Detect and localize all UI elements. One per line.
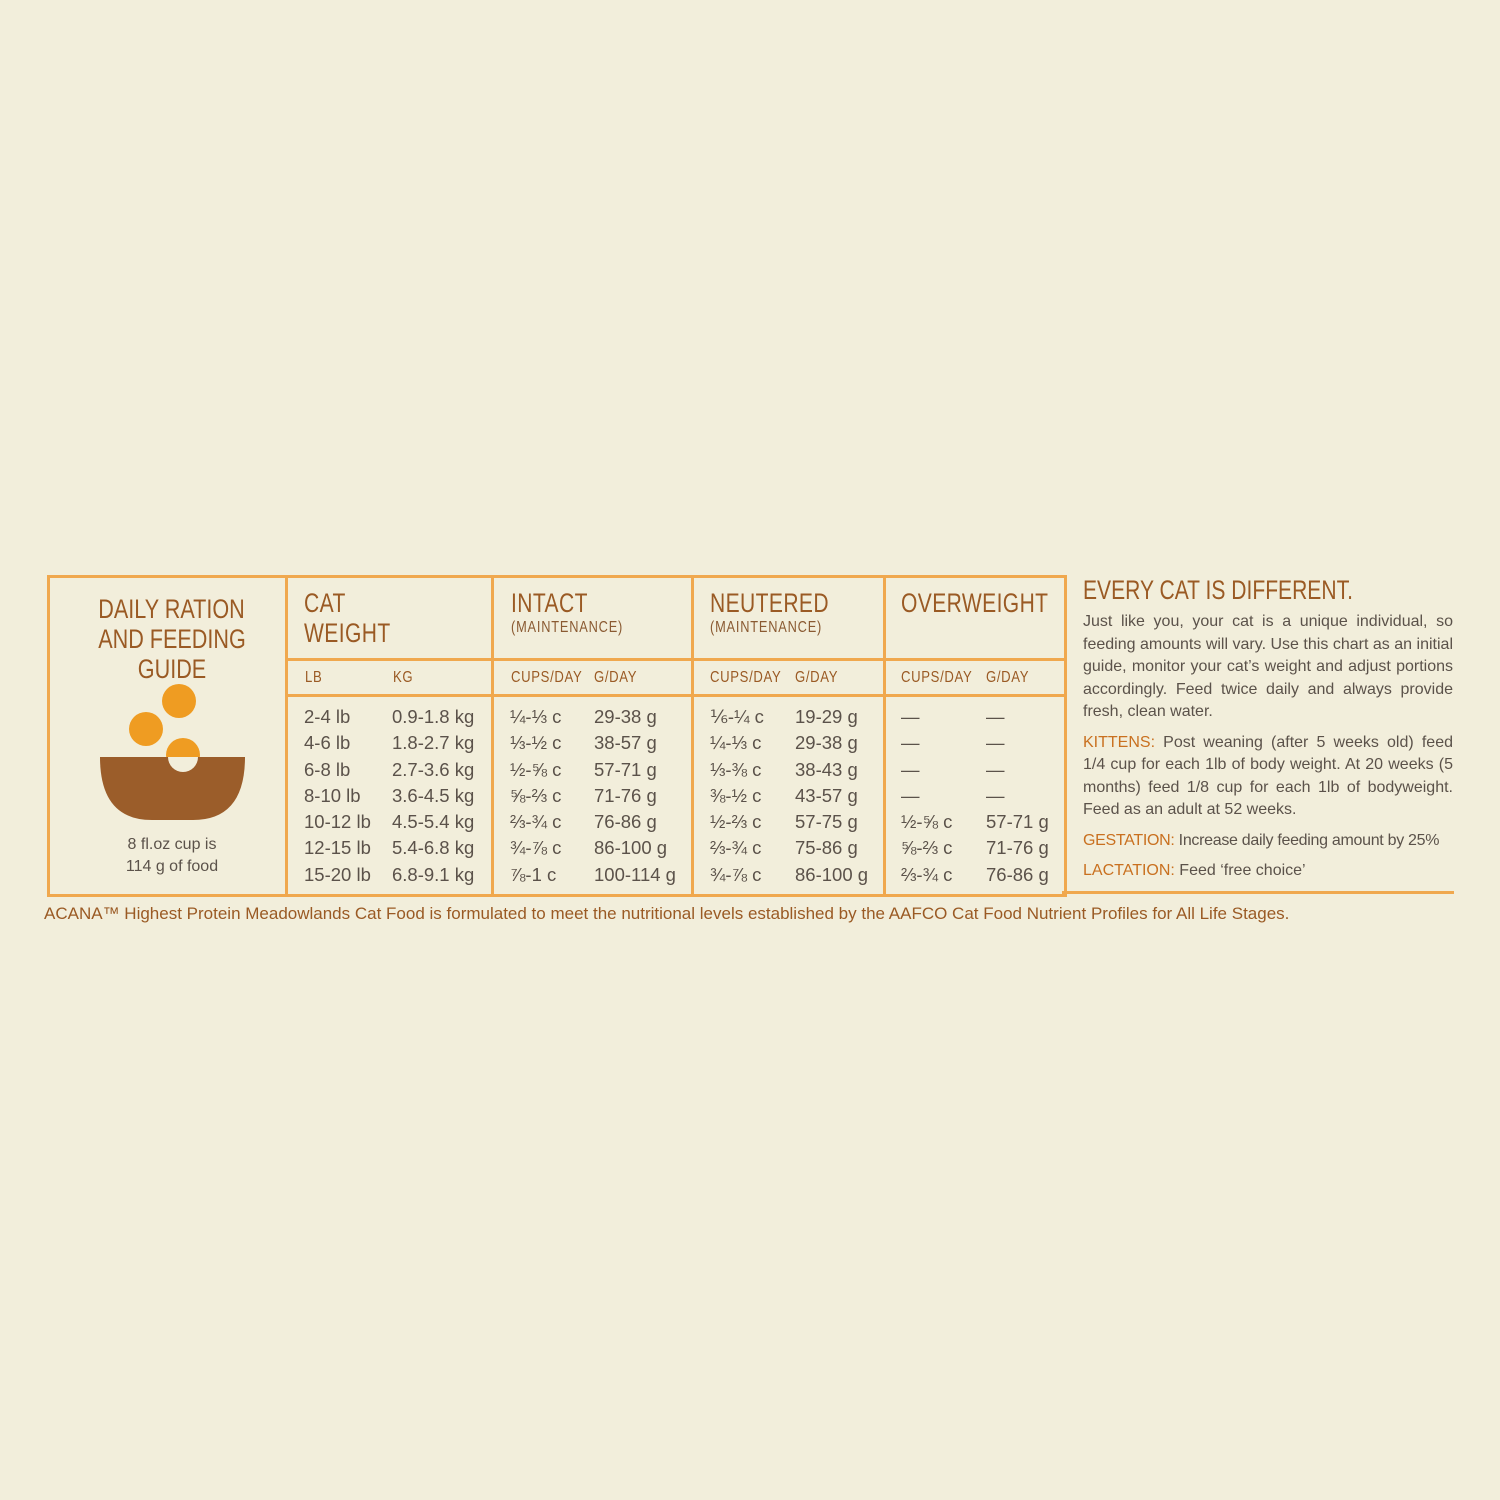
table-cell: — (986, 784, 1005, 806)
table-cell: 57-71 g (986, 811, 1049, 833)
divider (285, 658, 1064, 661)
kittens-note: KITTENS: Post weaning (after 5 weeks old… (1083, 733, 1453, 819)
table-cell: 4.5-5.4 kg (392, 811, 475, 833)
table-cell: 75-86 g (795, 837, 858, 859)
col-header-g: G/DAY (795, 669, 839, 686)
col-header-cups: CUPS/DAY (511, 669, 583, 686)
table-cell: 86-100 g (795, 863, 869, 885)
table-cell: 71-76 g (986, 837, 1049, 859)
divider (285, 694, 1064, 697)
divider (285, 575, 288, 894)
table-cell: 15-20 lb (304, 863, 371, 885)
table-cell: 1.8-2.7 kg (392, 732, 475, 754)
table-cell: 2.7-3.6 kg (392, 758, 475, 780)
header-overweight: OVERWEIGHT (901, 588, 1049, 618)
table-cell: ⅔-¾ c (710, 837, 762, 859)
divider (491, 575, 494, 894)
table-cell: 29-38 g (795, 732, 858, 754)
table-cell: 2-4 lb (304, 706, 351, 727)
table-cell: ⅔-¾ c (901, 863, 953, 885)
table-cell: 29-38 g (594, 706, 657, 727)
divider (691, 575, 694, 894)
table-cell: 4-6 lb (304, 732, 351, 754)
table-cell: 6-8 lb (304, 758, 351, 780)
table-cell: 76-86 g (594, 811, 657, 833)
table-cell: 19-29 g (795, 706, 858, 727)
table-cell: ½-⅝ c (901, 811, 953, 833)
column-lb: 2-4 lb 4-6 lb 6-8 lb 8-10 lb 10-12 lb 12-15 l… (304, 704, 371, 888)
table-cell: ⅔-¾ c (510, 811, 562, 833)
gestation-note: GESTATION: Increase daily feeding amount… (1083, 831, 1440, 849)
table-cell: 100-114 g (594, 863, 676, 885)
column-overweight-cups: — — — — ½-⅝ c ⅝-⅔ c ⅔-¾ c (901, 704, 952, 888)
column-intact-cups: ¼-⅓ c ⅓-½ c ½-⅝ c ⅝-⅔ c ⅔-¾ c ¾-⅞ c ⅞-1 c (510, 704, 561, 888)
table-cell: ⅙-¼ c (710, 706, 764, 727)
side-notes: EVERY CAT IS DIFFERENT. Just like you, y… (1083, 575, 1453, 891)
col-header-kg: KG (393, 669, 414, 686)
table-cell: 38-57 g (594, 732, 657, 754)
table-cell: ⅓-⅜ c (710, 758, 762, 780)
header-intact: INTACT (511, 588, 588, 618)
footer-statement: ACANA™ Highest Protein Meadowlands Cat F… (44, 904, 1290, 923)
table-cell: 76-86 g (986, 863, 1049, 885)
table-cell: — (986, 758, 1005, 780)
table-cell: ⅝-⅔ c (901, 837, 953, 859)
table-cell: ¾-⅞ c (710, 863, 762, 885)
header-neutered: NEUTERED (710, 588, 829, 618)
column-neutered-cups: ⅙-¼ c ¼-⅓ c ⅓-⅜ c ⅜-½ c ½-⅔ c ⅔-¾ c ¾-⅞ c (710, 704, 764, 888)
table-cell: — (901, 706, 920, 727)
column-overweight-g: — — — — 57-71 g 71-76 g 76-86 g (986, 704, 1049, 888)
table-cell: 0.9-1.8 kg (392, 706, 475, 727)
column-intact-g: 29-38 g 38-57 g 57-71 g 71-76 g 76-86 g 86-10… (594, 704, 676, 888)
table-cell: ½-⅝ c (510, 758, 562, 780)
table-cell: 8-10 lb (304, 784, 361, 806)
bowl-with-kibble-icon (100, 684, 245, 820)
side-intro: Just like you, your cat is a unique indi… (1083, 613, 1453, 720)
column-kg: 0.9-1.8 kg 1.8-2.7 kg 2.7-3.6 kg 3.6-4.5 kg… (392, 704, 474, 888)
table-cell: — (901, 732, 920, 754)
table-cell: 57-71 g (594, 758, 657, 780)
table-cell: ⅓-½ c (510, 732, 562, 754)
col-header-cups: CUPS/DAY (901, 669, 973, 686)
side-heading: EVERY CAT IS DIFFERENT. (1083, 575, 1353, 605)
table-cell: ¾-⅞ c (510, 837, 562, 859)
col-header-g: G/DAY (986, 669, 1030, 686)
table-cell: — (901, 784, 920, 806)
table-cell: ⅞-1 c (510, 863, 557, 885)
column-neutered-g: 19-29 g 29-38 g 38-43 g 43-57 g 57-75 g 75-86… (795, 704, 868, 888)
divider (883, 575, 886, 894)
table-cell: 5.4-6.8 kg (392, 837, 475, 859)
col-header-cups: CUPS/DAY (710, 669, 782, 686)
table-cell: 38-43 g (795, 758, 858, 780)
table-cell: — (901, 758, 920, 780)
table-cell: — (986, 706, 1005, 727)
table-cell: ½-⅔ c (710, 811, 762, 833)
header-neutered-sub: (MAINTENANCE) (710, 619, 823, 636)
table-cell: ¼-⅓ c (510, 706, 562, 727)
table-cell: 57-75 g (795, 811, 858, 833)
table-cell: ⅝-⅔ c (510, 784, 562, 806)
feeding-table-frame (47, 575, 1067, 897)
guide-title: DAILY RATION AND FEEDING GUIDE (98, 594, 246, 684)
lactation-note: LACTATION: Feed ‘free choice’ (1083, 862, 1306, 879)
table-cell: 6.8-9.1 kg (392, 863, 475, 885)
table-cell: 71-76 g (594, 784, 657, 806)
header-intact-sub: (MAINTENANCE) (511, 619, 624, 636)
table-cell: 3.6-4.5 kg (392, 784, 475, 806)
cup-note: 8 fl.oz cup is 114 g of food (125, 836, 219, 875)
col-header-lb: LB (305, 669, 323, 686)
table-cell: 10-12 lb (304, 811, 371, 833)
col-header-g: G/DAY (594, 669, 638, 686)
table-cell: 43-57 g (795, 784, 858, 806)
divider (1062, 891, 1454, 894)
table-cell: — (986, 732, 1005, 754)
table-cell: 86-100 g (594, 837, 668, 859)
header-cat-weight: CAT WEIGHT (304, 588, 391, 648)
table-cell: ⅜-½ c (710, 784, 762, 806)
table-cell: 12-15 lb (304, 837, 371, 859)
table-cell: ¼-⅓ c (710, 732, 762, 754)
